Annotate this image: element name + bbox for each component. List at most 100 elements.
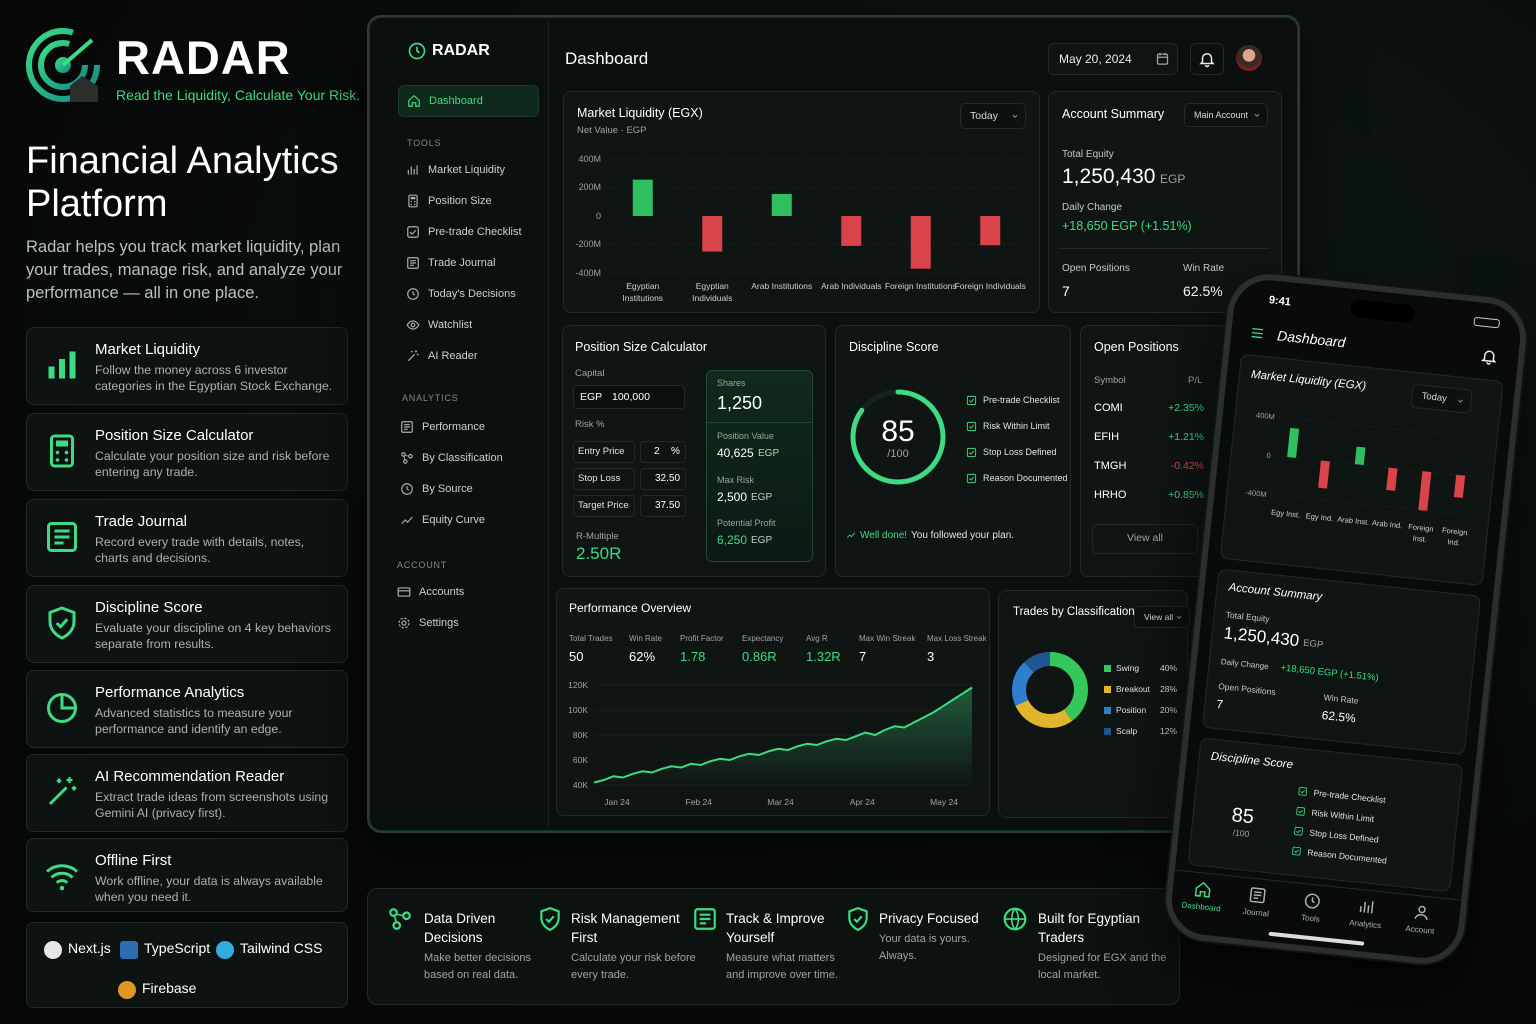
icon-part — [406, 320, 420, 330]
icon-part — [59, 885, 65, 891]
tech-name: Next.js — [68, 940, 111, 956]
icon-part — [408, 453, 413, 459]
icon-part — [407, 165, 418, 175]
icon-part — [59, 359, 65, 379]
panel-title: Market Liquidity (EGX) — [577, 106, 703, 120]
feature-title: AI Recommendation Reader — [95, 768, 285, 785]
icon-part — [55, 450, 60, 455]
input-prefix: EGP — [580, 391, 603, 403]
checklist-item: Pre-trade Checklist — [983, 395, 1060, 405]
icon-part — [407, 288, 419, 300]
page-title: Dashboard — [565, 49, 649, 68]
field-label: Win Rate — [1183, 263, 1225, 274]
icon-part — [69, 351, 76, 379]
icon — [1156, 52, 1169, 65]
icon-part — [38, 40, 88, 90]
icon — [407, 226, 419, 238]
pl: -0.42% — [1170, 460, 1204, 472]
nav-item: AI Reader — [428, 350, 478, 362]
panel — [1048, 91, 1282, 313]
icon — [966, 473, 977, 484]
icon — [48, 351, 76, 379]
icon — [1003, 907, 1027, 931]
icon-part — [694, 908, 716, 930]
icon — [1251, 327, 1264, 339]
icon-part — [46, 864, 78, 884]
button — [1092, 524, 1198, 554]
x-tick-label: Egyptian Individuals — [692, 281, 733, 303]
field-label: Shares — [717, 378, 746, 388]
icon-part — [401, 516, 413, 524]
input-label: Target Price — [578, 500, 629, 511]
nav-section: TOOLS — [407, 138, 442, 148]
input-value: 32.50 — [655, 473, 681, 484]
stat-value: 1.78 — [680, 649, 706, 664]
icon — [407, 350, 419, 362]
brand-name: RADAR — [116, 31, 291, 84]
legend-swatch — [1104, 707, 1111, 714]
feature-description: Evaluate your discipline on 4 key behavi… — [95, 621, 331, 651]
r-multiple: 2.50R — [576, 544, 622, 563]
icon — [966, 395, 977, 406]
icon-part — [56, 440, 68, 447]
icon-part — [416, 46, 420, 54]
icon-part — [1249, 887, 1266, 904]
dropdown-value: Today — [970, 109, 999, 122]
y-tick-label: 120K — [568, 680, 588, 690]
icon-part — [1292, 846, 1301, 856]
feature-card — [26, 413, 348, 491]
score: 85 — [881, 414, 915, 448]
stat-value: 62% — [629, 649, 656, 664]
icon-part — [1296, 806, 1306, 816]
nav-item: By Source — [422, 483, 473, 495]
result-box — [706, 370, 813, 562]
x-tick-label: Foreign Ind. — [1441, 525, 1468, 547]
result-unit: EGP — [751, 492, 773, 503]
status-time: 9:41 — [1268, 294, 1292, 309]
column-header: P/L — [1188, 375, 1203, 386]
tagline: Read the Liquidity, Calculate Your Risk. — [116, 87, 361, 103]
tech-logo — [118, 981, 136, 999]
dropdown — [960, 103, 1026, 129]
icon-part — [407, 226, 419, 238]
result-unit: EGP — [751, 535, 773, 546]
icon-part — [1418, 905, 1426, 914]
icon-part — [968, 424, 975, 429]
tech-logo — [120, 941, 138, 959]
currency: EGP — [1160, 172, 1186, 186]
button-label: View all — [1127, 532, 1163, 544]
win-rate: 62.5% — [1183, 283, 1223, 299]
home-indicator — [1268, 931, 1365, 946]
icon-part — [64, 450, 69, 455]
icon-part — [1176, 615, 1182, 619]
feature-card — [26, 327, 348, 405]
stat-label: Avg R — [806, 634, 828, 643]
benefit-title: Built for Egyptian Traders — [1038, 911, 1141, 945]
tech-card — [26, 922, 348, 1008]
icon-part — [540, 907, 560, 932]
input-label-box — [573, 468, 635, 490]
stat-value: 0.86R — [742, 649, 777, 664]
nav-item: Performance — [422, 421, 485, 433]
icon — [848, 907, 868, 932]
hero-description: Radar helps you track market liquidity, … — [26, 238, 343, 302]
icon — [1298, 787, 1308, 796]
icon — [408, 94, 420, 107]
checklist-item: Reason Documented — [983, 473, 1068, 483]
input-label: Entry Price — [578, 446, 625, 457]
input-label-box — [573, 441, 635, 463]
x-tick-label: Apr 24 — [849, 797, 875, 807]
icon-part — [397, 587, 411, 597]
icon — [846, 532, 856, 538]
icon — [401, 516, 413, 524]
icon-part — [1157, 52, 1168, 58]
nav-item: Trade Journal — [428, 257, 496, 269]
feature-description: Work offline, your data is always availa… — [95, 874, 323, 904]
feature-description: Advanced statistics to measure your perf… — [95, 706, 293, 736]
stat-label: Win Rate — [629, 634, 662, 643]
symbol: COMI — [1094, 402, 1123, 414]
nav-label: Journal — [1242, 906, 1270, 919]
icon-part — [1298, 787, 1308, 796]
icon-part — [1298, 809, 1304, 814]
input — [640, 495, 686, 517]
